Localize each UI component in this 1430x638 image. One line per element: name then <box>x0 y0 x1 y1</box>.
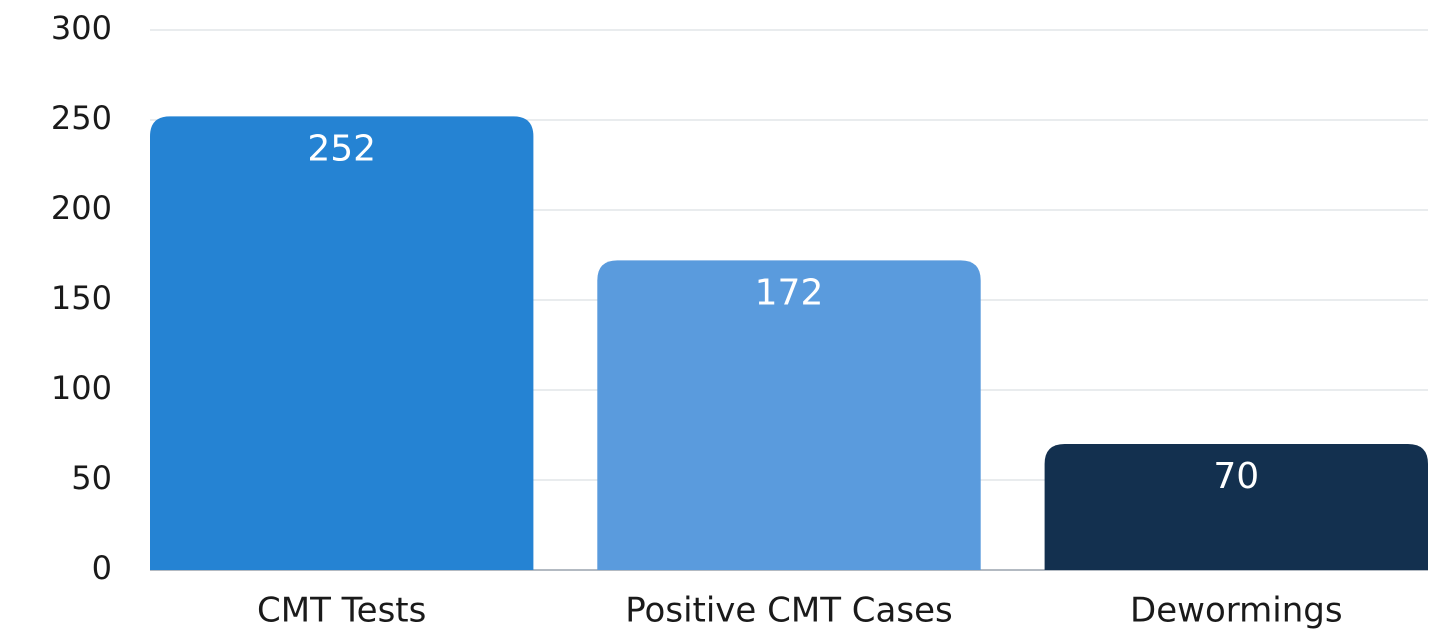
x-tick-label: Dewormings <box>1130 591 1343 631</box>
x-tick-label: CMT Tests <box>257 591 426 631</box>
y-tick-label: 200 <box>51 189 112 227</box>
value-label: 172 <box>755 272 824 313</box>
bar <box>1044 444 1428 570</box>
y-tick-label: 100 <box>51 369 112 407</box>
x-tick-label: Positive CMT Cases <box>625 591 952 631</box>
value-label: 252 <box>307 128 376 169</box>
bar <box>150 116 534 571</box>
y-tick-label: 250 <box>51 99 112 137</box>
y-tick-label: 150 <box>51 279 112 317</box>
value-label: 70 <box>1213 456 1259 497</box>
y-tick-label: 0 <box>92 549 112 587</box>
y-tick-label: 300 <box>51 9 112 47</box>
y-tick-label: 50 <box>71 459 112 497</box>
bar <box>597 260 981 570</box>
